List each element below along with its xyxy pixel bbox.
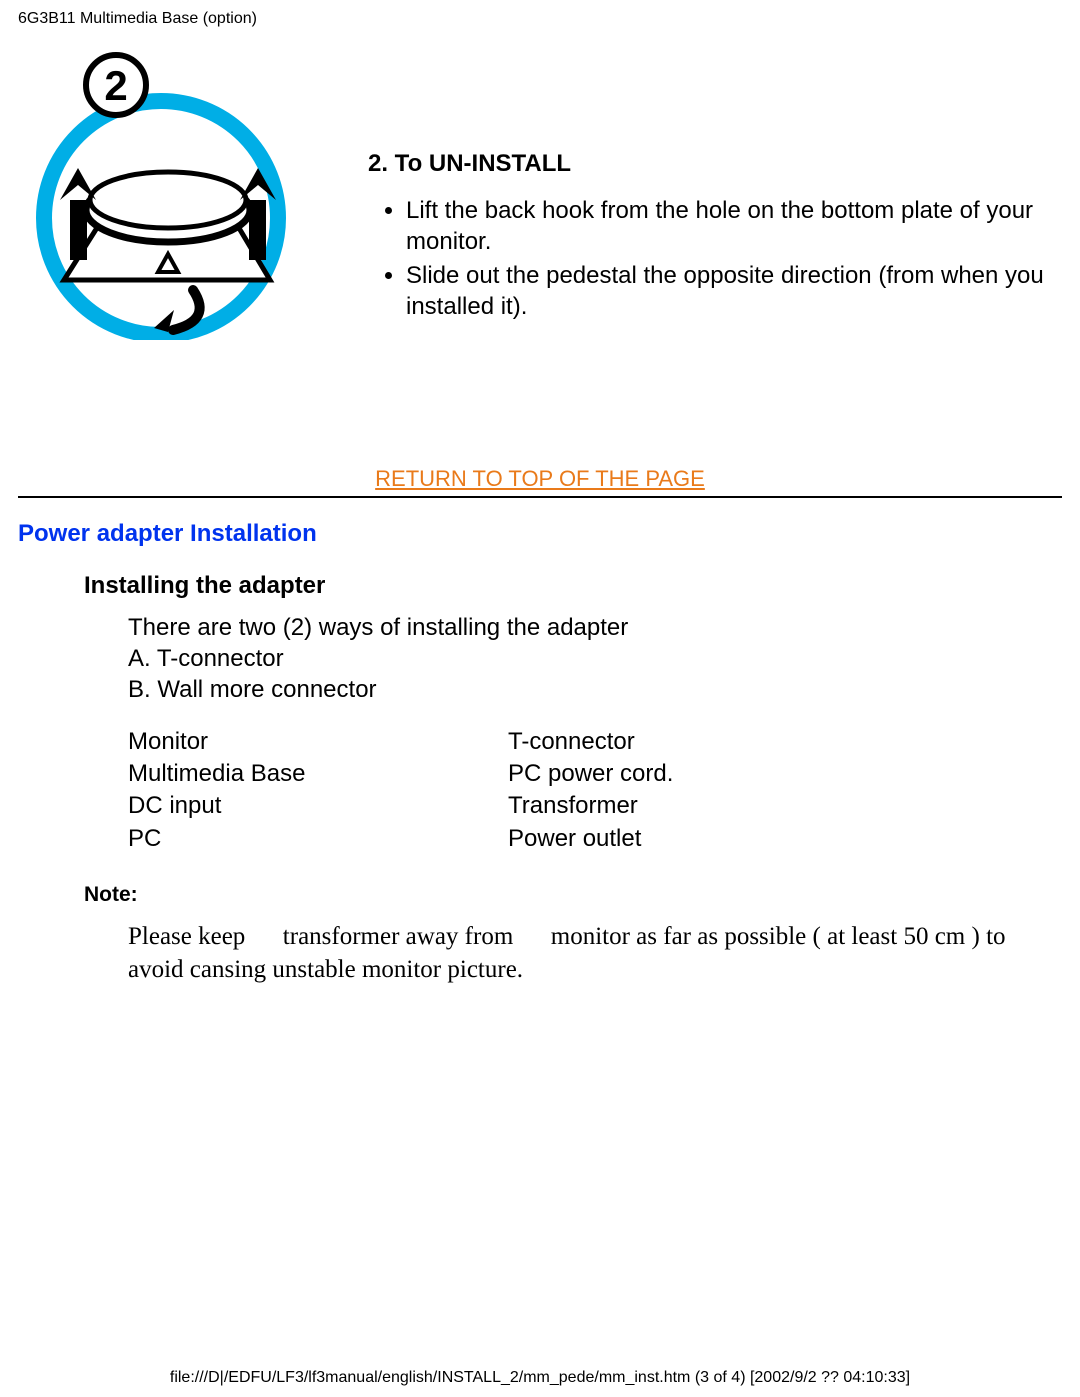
part-right: Transformer bbox=[508, 790, 888, 822]
uninstall-steps-list: Lift the back hook from the hole on the … bbox=[368, 196, 1062, 323]
note-body: Please keep transformer away from monito… bbox=[128, 921, 1022, 986]
part-right: T-connector bbox=[508, 726, 888, 758]
table-row: DC input Transformer bbox=[128, 790, 888, 822]
installing-adapter-intro: There are two (2) ways of installing the… bbox=[128, 612, 1062, 643]
divider bbox=[18, 496, 1062, 498]
uninstall-text-block: 2. To UN-INSTALL Lift the back hook from… bbox=[368, 50, 1062, 327]
footer-path: file:///D|/EDFU/LF3/lf3manual/english/IN… bbox=[0, 1369, 1080, 1387]
note-label: Note: bbox=[84, 883, 1062, 907]
option-b: B. Wall more connector bbox=[128, 674, 1062, 705]
step-number-text: 2 bbox=[104, 62, 127, 109]
return-to-top-link[interactable]: RETURN TO TOP OF THE PAGE bbox=[0, 466, 1080, 492]
table-row: PC Power outlet bbox=[128, 823, 888, 855]
table-row: Multimedia Base PC power cord. bbox=[128, 758, 888, 790]
step-diagram: 2 bbox=[18, 50, 308, 340]
option-a: A. T-connector bbox=[128, 643, 1062, 674]
installing-adapter-heading: Installing the adapter bbox=[84, 572, 1062, 600]
uninstall-step: Lift the back hook from the hole on the … bbox=[406, 196, 1062, 257]
uninstall-heading: 2. To UN-INSTALL bbox=[368, 150, 1062, 178]
part-left: PC bbox=[128, 823, 508, 855]
power-adapter-title: Power adapter Installation bbox=[18, 520, 1062, 548]
part-left: DC input bbox=[128, 790, 508, 822]
parts-table: Monitor T-connector Multimedia Base PC p… bbox=[128, 726, 888, 856]
power-adapter-section: Power adapter Installation Installing th… bbox=[18, 520, 1062, 986]
uninstall-region: 2 2. To UN-INSTALL Lift the back hook fr… bbox=[18, 50, 1062, 340]
part-left: Monitor bbox=[128, 726, 508, 758]
part-right: PC power cord. bbox=[508, 758, 888, 790]
part-right: Power outlet bbox=[508, 823, 888, 855]
table-row: Monitor T-connector bbox=[128, 726, 888, 758]
page-header-text: 6G3B11 Multimedia Base (option) bbox=[18, 10, 257, 28]
uninstall-step: Slide out the pedestal the opposite dire… bbox=[406, 261, 1062, 322]
part-left: Multimedia Base bbox=[128, 758, 508, 790]
